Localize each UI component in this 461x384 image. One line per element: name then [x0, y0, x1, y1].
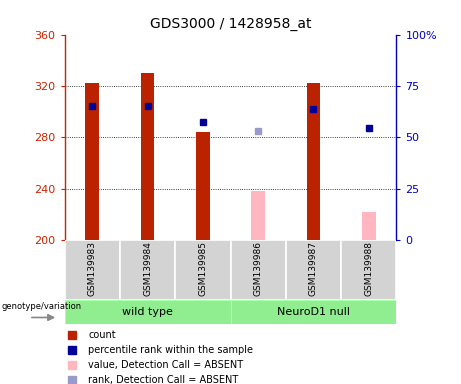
Title: GDS3000 / 1428958_at: GDS3000 / 1428958_at [150, 17, 311, 31]
Text: GSM139986: GSM139986 [254, 241, 263, 296]
Bar [65, 240, 120, 300]
Bar [307, 83, 320, 240]
Bar [65, 300, 230, 324]
Text: count: count [89, 330, 116, 340]
Bar [175, 240, 230, 300]
Text: wild type: wild type [122, 307, 173, 317]
Bar [120, 240, 175, 300]
Text: GSM139988: GSM139988 [364, 241, 373, 296]
Text: value, Detection Call = ABSENT: value, Detection Call = ABSENT [89, 360, 243, 370]
Bar [196, 132, 210, 240]
Text: genotype/variation: genotype/variation [1, 302, 82, 311]
Bar [341, 240, 396, 300]
Bar [286, 240, 341, 300]
Bar [141, 73, 154, 240]
Bar [251, 191, 265, 240]
Bar [230, 240, 286, 300]
Text: NeuroD1 null: NeuroD1 null [277, 307, 350, 317]
Text: GSM139983: GSM139983 [88, 241, 97, 296]
Text: GSM139985: GSM139985 [198, 241, 207, 296]
Text: rank, Detection Call = ABSENT: rank, Detection Call = ABSENT [89, 375, 239, 384]
Bar [362, 212, 376, 240]
Bar [85, 83, 99, 240]
Text: GSM139984: GSM139984 [143, 241, 152, 296]
Text: percentile rank within the sample: percentile rank within the sample [89, 345, 254, 355]
Bar [230, 300, 396, 324]
Text: GSM139987: GSM139987 [309, 241, 318, 296]
